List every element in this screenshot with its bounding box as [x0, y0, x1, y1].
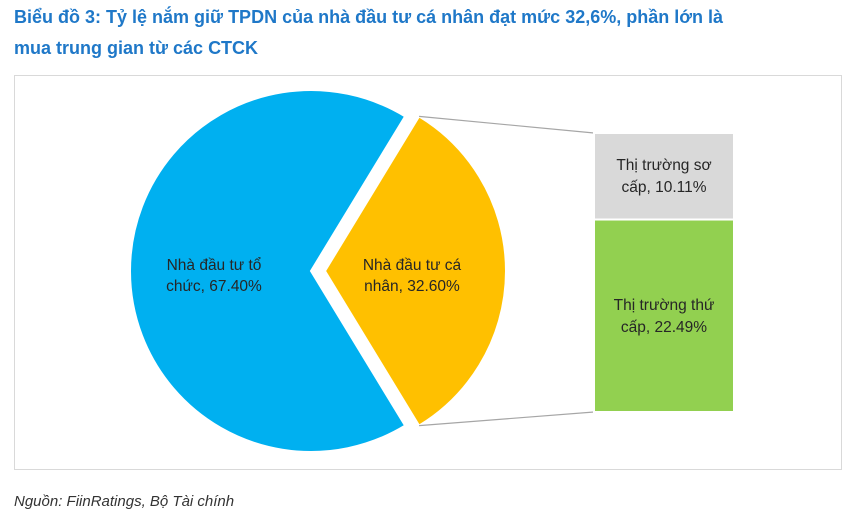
- source-note: Nguồn: FiinRatings, Bộ Tài chính: [14, 493, 235, 510]
- slice-label-to-chuc-line2: chức, 67.40%: [166, 278, 262, 295]
- pie-slice-ca-nhan: [323, 115, 507, 427]
- chart-frame: [14, 75, 842, 470]
- data-labels: Nhà đầu tư tổ chức, 67.40% Nhà đầu tư cá…: [166, 157, 714, 336]
- connector-lines: [419, 115, 595, 427]
- bar-segment-so-cap: [593, 132, 735, 221]
- slice-label-ca-nhan-line2: nhân, 32.60%: [364, 278, 460, 295]
- pie-slice-to-chuc: [129, 89, 407, 453]
- bar-segment-thu-cap: [593, 218, 735, 413]
- slice-label-to-chuc-line1: Nhà đầu tư tổ: [167, 257, 262, 274]
- bar-label-so-cap-line1: Thị trường sơ: [616, 157, 711, 174]
- stacked-bar: [593, 132, 735, 413]
- chart-title: Biểu đồ 3: Tỷ lệ nắm giữ TPDN của nhà đầ…: [14, 2, 854, 64]
- connector-line-top: [419, 115, 595, 134]
- bar-label-so-cap-line2: cấp, 10.11%: [621, 179, 706, 196]
- chart-title-line-1: Biểu đồ 3: Tỷ lệ nắm giữ TPDN của nhà đầ…: [14, 7, 724, 27]
- bar-label-thu-cap-line2: cấp, 22.49%: [621, 319, 707, 336]
- bar-label-thu-cap-line1: Thị trường thứ: [614, 297, 715, 314]
- pie-group: [129, 89, 507, 453]
- connector-line-bottom: [419, 411, 595, 427]
- chart-title-line-2: mua trung gian từ các CTCK: [14, 38, 259, 58]
- slice-label-ca-nhan-line1: Nhà đầu tư cá: [363, 257, 462, 274]
